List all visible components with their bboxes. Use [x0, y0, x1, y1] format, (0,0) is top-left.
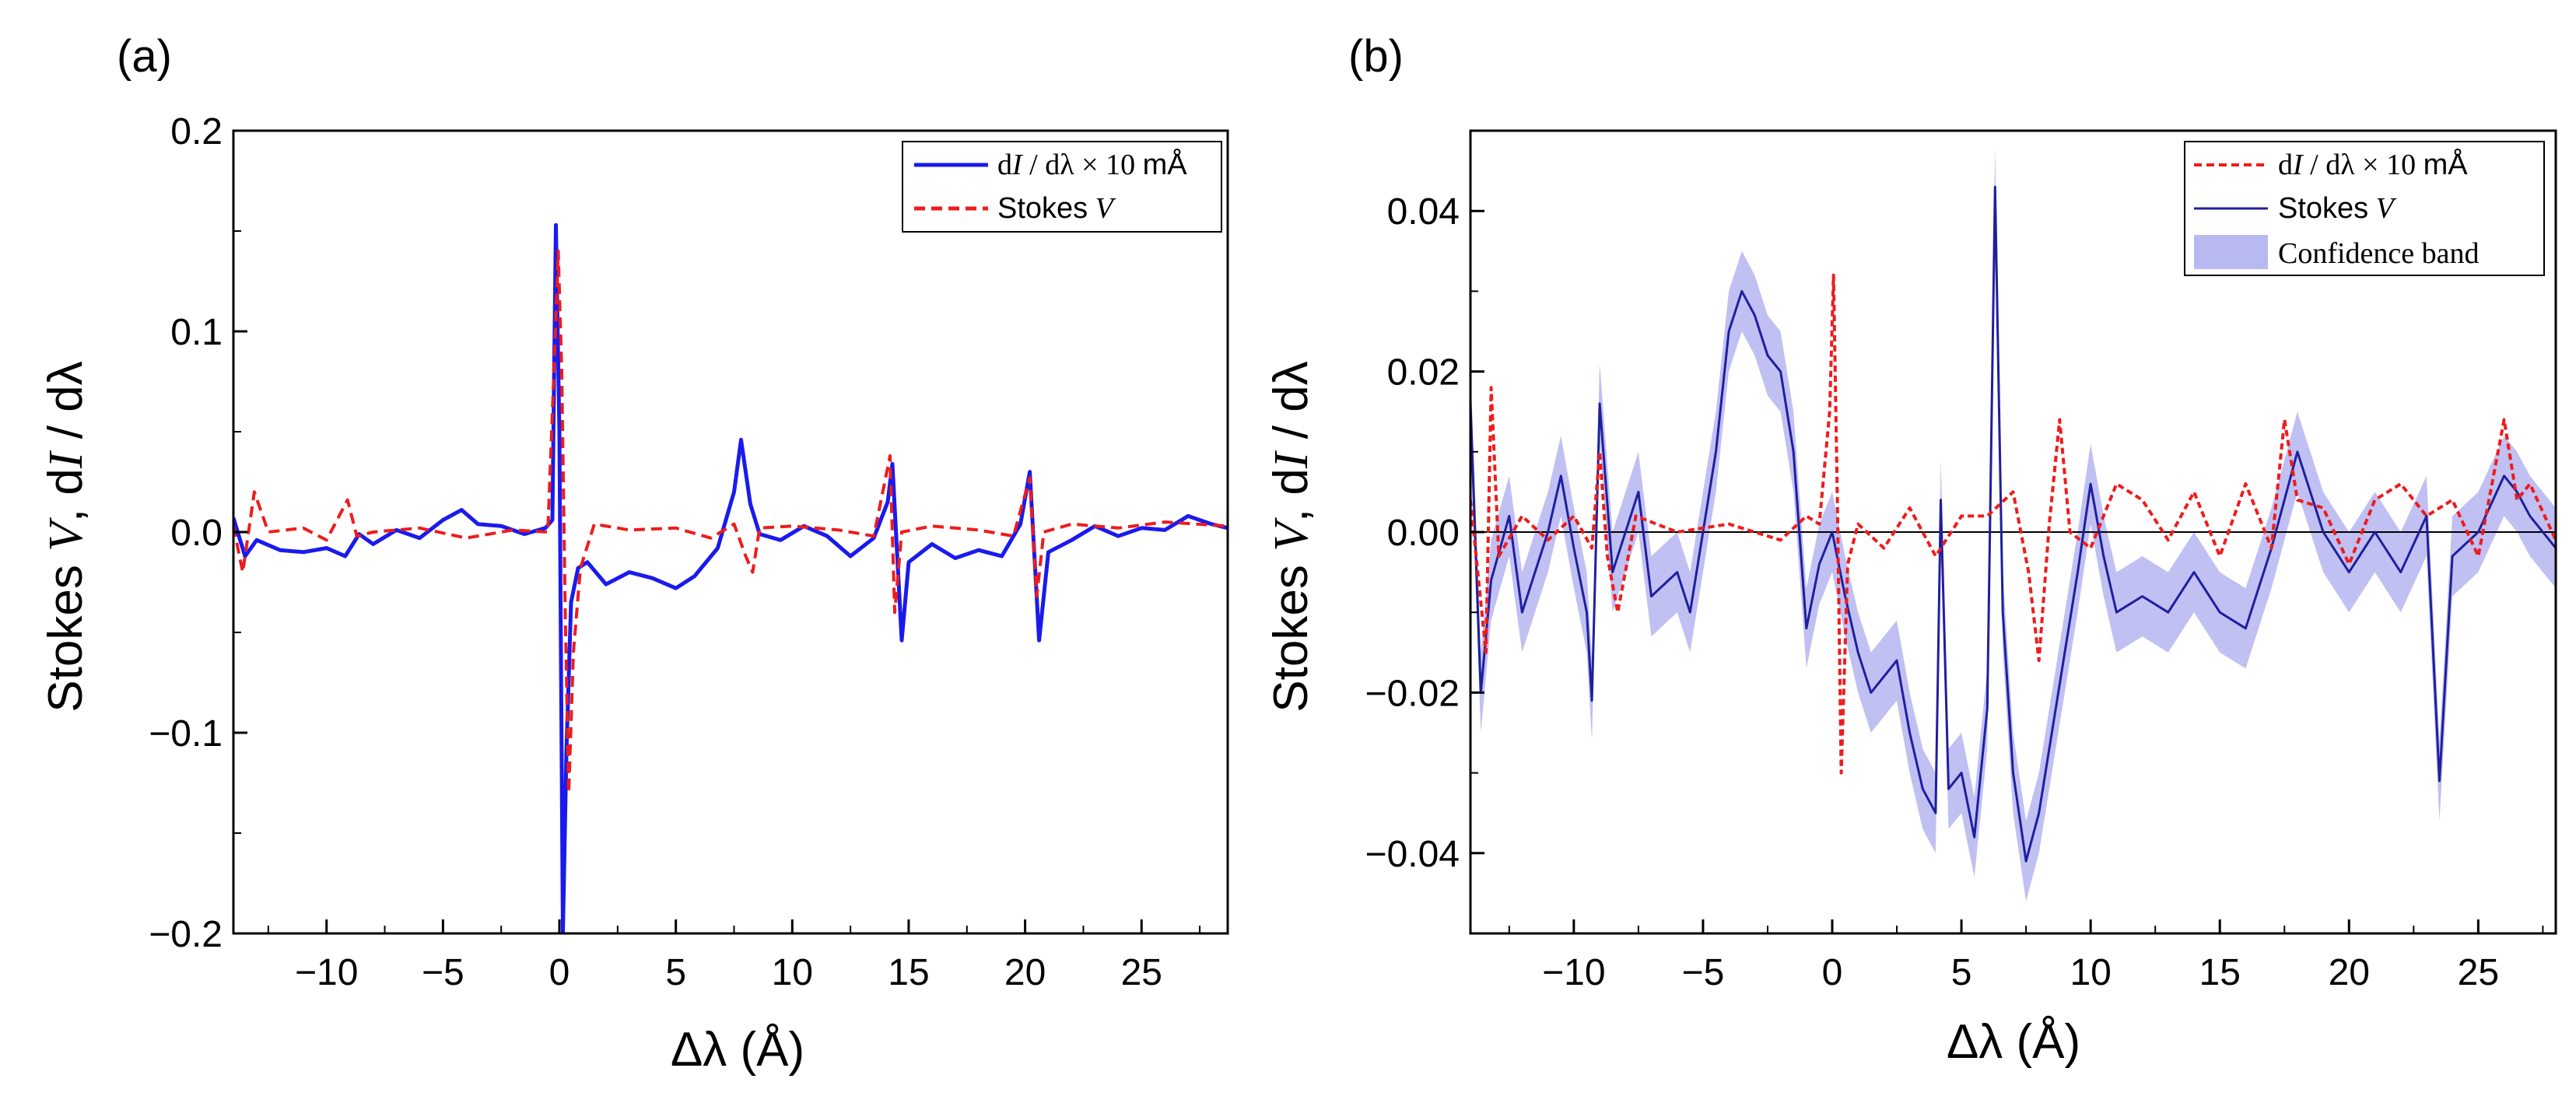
x-tick-label: 25 — [2458, 952, 2499, 993]
plot-clip-group — [233, 222, 1228, 933]
confidence-band — [1470, 146, 2556, 902]
panel-a-ticks: −10 −5 0 5 10 15 20 25 −0.2 −0.1 0.0 0.1 0.2 — [149, 111, 1201, 993]
x-tick-label: −10 — [295, 952, 358, 993]
x-tick-label: 15 — [888, 952, 929, 993]
panel-b-label: (b) — [1348, 31, 1404, 82]
panel-b-xlabel: Δλ (Å) — [1947, 1015, 2080, 1069]
x-tick-label: 20 — [1004, 952, 1046, 993]
panel-b-legend: dI / dλ × 10 mÅ Stokes V Confidence band — [2184, 141, 2545, 276]
y-tick-label: −0.02 — [1365, 673, 1460, 714]
panel-a-ylabel: Stokes V, dI / dλ — [39, 361, 93, 712]
legend-entry-band: Confidence band — [2278, 237, 2480, 270]
panel-b-ticks: −10 −5 0 5 10 15 20 25 −0.04 −0.02 0.00 0.02 0.04 — [1365, 191, 2544, 993]
plot-clip-group — [1470, 146, 2556, 902]
y-tick-label: 0.04 — [1387, 191, 1460, 233]
legend-entry-stokes: Stokes V — [997, 192, 1116, 225]
panel-a-legend: dI / dλ × 10 mÅ Stokes V — [902, 141, 1222, 233]
series-line-dashed — [1470, 273, 2556, 775]
x-tick-label: −10 — [1542, 952, 1605, 993]
x-tick-label: 10 — [2070, 952, 2111, 993]
y-tick-label: 0.02 — [1387, 352, 1460, 394]
legend-entry-di: dI / dλ × 10 mÅ — [997, 147, 1187, 181]
legend-box — [902, 141, 1222, 233]
panel-b-plot — [1469, 129, 2557, 935]
x-tick-label: 20 — [2329, 952, 2370, 993]
y-tick-label: −0.1 — [149, 713, 223, 755]
panel-b-ylabel: Stokes V, dI / dλ — [1264, 361, 1318, 712]
x-tick-label: −5 — [422, 952, 464, 993]
series-line-solid — [1470, 185, 2556, 863]
y-tick-label: 0.0 — [170, 513, 223, 554]
panel-a-label: (a) — [117, 31, 172, 82]
panel-a-xlabel: Δλ (Å) — [671, 1023, 804, 1077]
y-tick-label: 0.2 — [170, 111, 223, 152]
y-tick-label: 0.00 — [1387, 513, 1460, 554]
panel-a-plot — [232, 129, 1229, 935]
legend-entry-di: dI / dλ × 10 mÅ — [2278, 147, 2468, 181]
x-tick-label: 25 — [1121, 952, 1162, 993]
legend-entry-stokes: Stokes V — [2278, 192, 2397, 225]
x-tick-label: 10 — [772, 952, 813, 993]
x-tick-label: −5 — [1682, 952, 1725, 993]
panel-a: (a) Stokes V, dI / dλ Δλ (Å) −10 −5 0 5 10 15… — [39, 31, 1229, 1077]
series-line-solid — [233, 222, 1228, 933]
y-tick-label: −0.04 — [1365, 834, 1460, 875]
series-line-dashed — [233, 249, 1228, 795]
x-tick-label: 0 — [549, 952, 570, 993]
x-tick-label: 5 — [665, 952, 686, 993]
x-tick-label: 0 — [1822, 952, 1843, 993]
plot-frame — [232, 129, 1229, 935]
legend-swatch-band — [2194, 235, 2268, 269]
y-tick-label: −0.2 — [149, 914, 223, 955]
x-tick-label: 5 — [1951, 952, 1972, 993]
panel-b: (b) Stokes V, dI / dλ Δλ (Å) −10 −5 0 5 10 15… — [1264, 31, 2557, 1069]
x-tick-label: 15 — [2199, 952, 2241, 993]
y-tick-label: 0.1 — [170, 312, 223, 353]
